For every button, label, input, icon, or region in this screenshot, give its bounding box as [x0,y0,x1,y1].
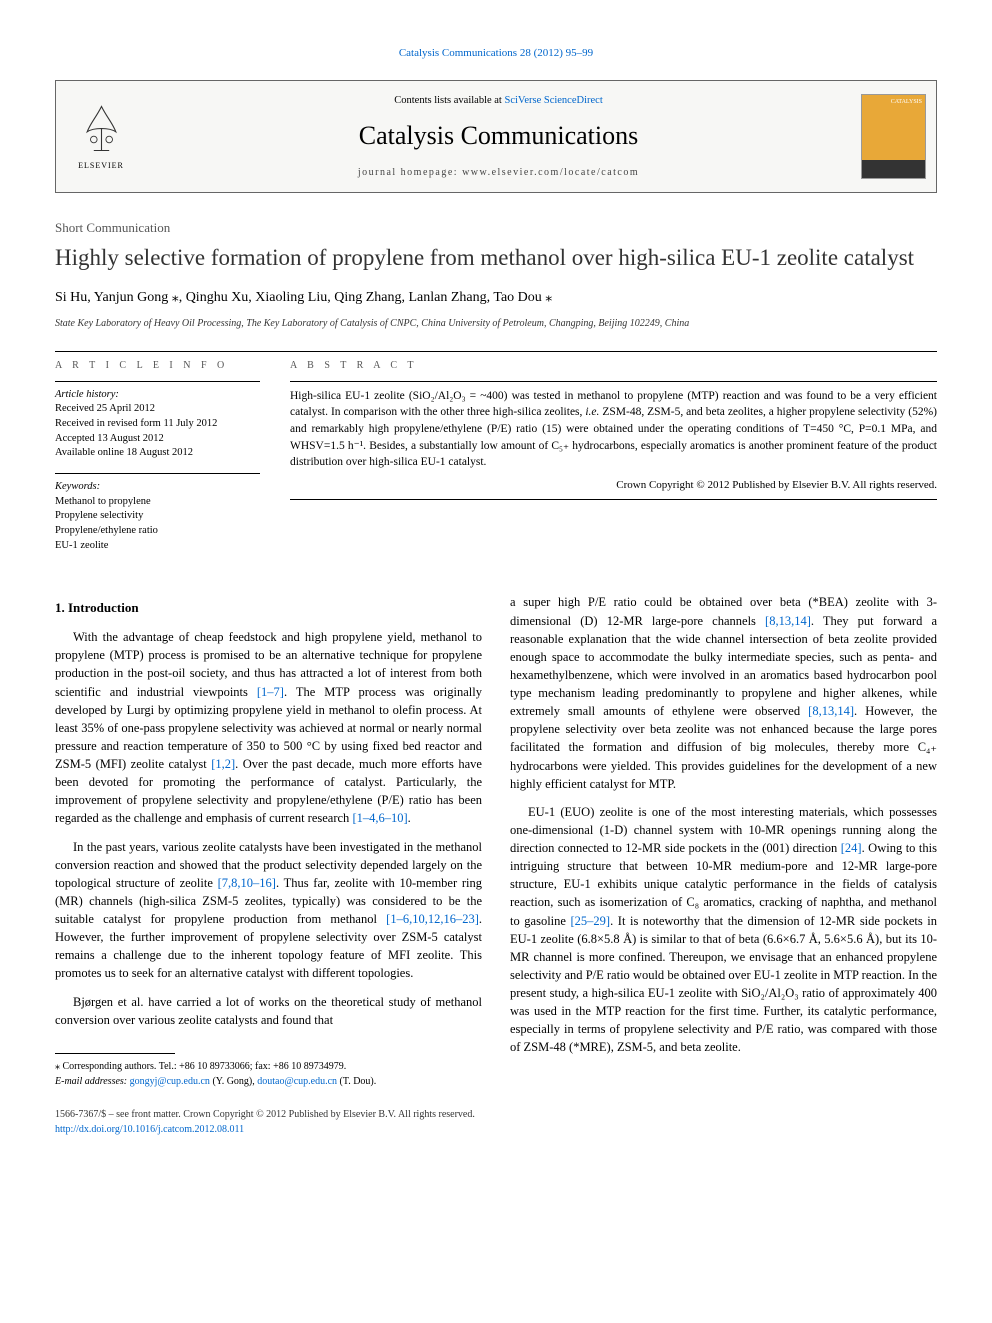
cover-thumbnail[interactable]: CATALYSIS [851,81,936,193]
abstract-column: A B S T R A C T High-silica EU-1 zeolite… [290,358,937,566]
section-type: Short Communication [55,218,937,238]
journal-name: Catalysis Communications [156,116,841,155]
email-link-2[interactable]: doutao@cup.edu.cn [257,1076,337,1087]
ref-link[interactable]: [1–4,6–10] [352,811,407,825]
abstract-heading: A B S T R A C T [290,358,937,373]
history-label: Article history: [55,388,260,403]
history-line: Available online 18 August 2012 [55,446,260,461]
info-abstract-row: A R T I C L E I N F O Article history: R… [55,358,937,566]
keywords-label: Keywords: [55,480,260,495]
ref-link[interactable]: [7,8,10–16] [218,876,276,890]
keywords-block: Keywords: Methanol to propylene Propylen… [55,480,260,553]
ref-link[interactable]: [25–29] [571,914,611,928]
intro-heading: 1. Introduction [55,599,482,618]
homepage-url[interactable]: www.elsevier.com/locate/catcom [462,167,639,178]
divider-top [55,351,937,352]
footnote-rule [55,1053,175,1054]
email-name-1: (Y. Gong), [210,1076,257,1087]
history-line: Received 25 April 2012 [55,402,260,417]
body-paragraph: Bjørgen et al. have carried a lot of wor… [55,993,482,1029]
keyword: Propylene/ethylene ratio [55,524,260,539]
abstract-divider-bottom [290,499,937,500]
journal-homepage: journal homepage: www.elsevier.com/locat… [156,165,841,180]
article-info-column: A R T I C L E I N F O Article history: R… [55,358,260,566]
history-line: Accepted 13 August 2012 [55,432,260,447]
ref-link[interactable]: [8,13,14] [808,704,854,718]
ref-link[interactable]: [1–6,10,12,16–23] [386,912,479,926]
top-citation[interactable]: Catalysis Communications 28 (2012) 95–99 [55,45,937,62]
left-column: 1. Introduction With the advantage of ch… [55,593,482,1088]
info-divider-1 [55,381,260,382]
body-paragraph: In the past years, various zeolite catal… [55,838,482,983]
article-info-heading: A R T I C L E I N F O [55,358,260,373]
history-line: Received in revised form 11 July 2012 [55,417,260,432]
contents-prefix: Contents lists available at [394,95,504,106]
article-title: Highly selective formation of propylene … [55,244,937,273]
ref-link[interactable]: [8,13,14] [765,614,811,628]
ref-link[interactable]: [1–7] [257,685,284,699]
bottom-block: 1566-7367/$ – see front matter. Crown Co… [55,1107,937,1137]
header-center: Contents lists available at SciVerse Sci… [146,81,851,193]
ref-link[interactable]: [24] [841,841,862,855]
ref-link[interactable]: [8,13,14] [808,704,854,718]
doi-link[interactable]: http://dx.doi.org/10.1016/j.catcom.2012.… [55,1124,244,1135]
elsevier-logo[interactable]: ELSEVIER [56,81,146,193]
email-name-2: (T. Dou). [337,1076,376,1087]
cover-image: CATALYSIS [861,94,926,179]
info-divider-2 [55,473,260,474]
body-paragraph: With the advantage of cheap feedstock an… [55,628,482,827]
keyword: EU-1 zeolite [55,539,260,554]
front-matter-line: 1566-7367/$ – see front matter. Crown Co… [55,1107,937,1122]
abstract-divider [290,381,937,382]
contents-line: Contents lists available at SciVerse Sci… [156,93,841,109]
abstract-copyright: Crown Copyright © 2012 Published by Else… [290,477,937,494]
cover-strip [862,160,925,178]
homepage-prefix: journal homepage: [358,167,462,178]
email-line: E-mail addresses: gongyj@cup.edu.cn (Y. … [55,1074,482,1089]
body-paragraph: EU-1 (EUO) zeolite is one of the most in… [510,803,937,1057]
authors-list: Si Hu, Yanjun Gong ⁎, Qinghu Xu, Xiaolin… [55,287,937,308]
footnote-area: ⁎ Corresponding authors. Tel.: +86 10 89… [55,1053,482,1089]
sciencedirect-link[interactable]: SciVerse ScienceDirect [504,95,602,106]
email-label: E-mail addresses: [55,1076,130,1087]
ref-link[interactable]: [8,13,14] [765,614,811,628]
right-column: a super high P/E ratio could be obtained… [510,593,937,1088]
ref-link[interactable]: [1,2] [211,757,235,771]
article-history: Article history: Received 25 April 2012 … [55,388,260,461]
elsevier-tree-icon [74,101,129,156]
elsevier-label: ELSEVIER [78,160,124,172]
body-columns: 1. Introduction With the advantage of ch… [55,593,937,1088]
affiliation: State Key Laboratory of Heavy Oil Proces… [55,316,937,331]
email-link-1[interactable]: gongyj@cup.edu.cn [130,1076,210,1087]
body-paragraph: a super high P/E ratio could be obtained… [510,593,937,792]
abstract-text: High-silica EU-1 zeolite (SiO₂/Al₂O₃ = ~… [290,388,937,471]
corresponding-author-line: ⁎ Corresponding authors. Tel.: +86 10 89… [55,1059,482,1074]
journal-header: ELSEVIER Contents lists available at Sci… [55,80,937,194]
keyword: Propylene selectivity [55,509,260,524]
keyword: Methanol to propylene [55,495,260,510]
cover-label: CATALYSIS [862,95,925,110]
